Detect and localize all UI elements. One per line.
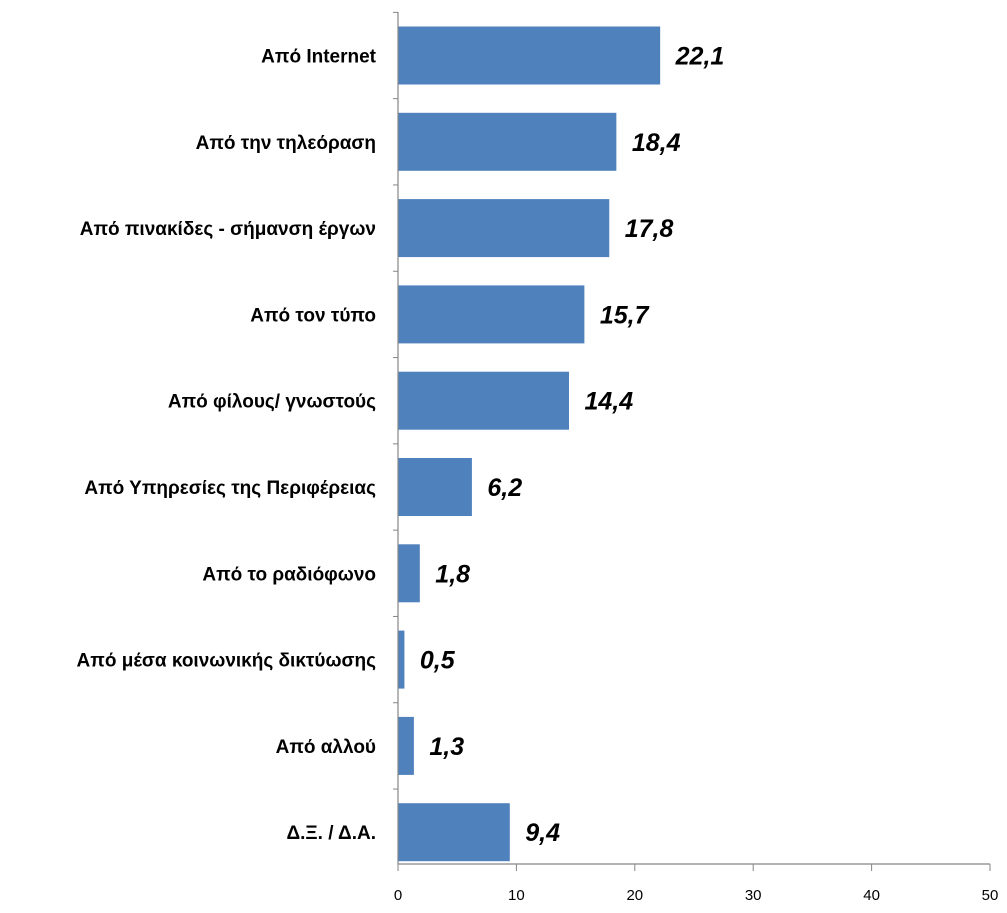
data-label: 14,4 xyxy=(584,388,633,416)
category-label: Από την τηλεόραση xyxy=(196,133,376,154)
bar xyxy=(398,458,472,516)
data-label: 1,8 xyxy=(435,560,470,588)
data-label: 18,4 xyxy=(632,129,681,157)
data-label: 22,1 xyxy=(675,43,725,71)
category-label: Από φίλους/ γνωστούς xyxy=(168,392,376,413)
category-label: Από τον τύπο xyxy=(250,305,376,326)
data-label: 15,7 xyxy=(600,301,650,329)
bar xyxy=(398,112,617,171)
bar xyxy=(398,716,414,775)
category-label: Από πινακίδες - σήμανση έργων xyxy=(80,219,376,240)
data-label: 9,4 xyxy=(525,819,560,847)
category-label: Από Internet xyxy=(261,47,376,68)
x-tick-label: 40 xyxy=(863,887,880,904)
bar xyxy=(398,26,661,85)
data-label: 0,5 xyxy=(420,647,456,675)
category-label: Από αλλού xyxy=(276,737,376,758)
category-label: Από το ραδιόφωνο xyxy=(202,564,376,585)
data-label: 1,3 xyxy=(429,733,464,761)
bars-group xyxy=(398,26,661,862)
bar xyxy=(398,371,569,430)
data-label: 6,2 xyxy=(487,474,522,502)
category-label: Από μέσα κοινωνικής δικτύωσης xyxy=(77,651,377,672)
axes-group: 0 10 20 30 40 50 xyxy=(393,11,999,904)
bar xyxy=(398,199,610,258)
x-tick-label: 30 xyxy=(745,887,762,904)
x-tick-label: 50 xyxy=(982,887,999,904)
data-label: 17,8 xyxy=(625,215,674,243)
bar xyxy=(398,803,510,862)
category-labels-group: Από Internet Από την τηλεόραση Από πινακίδ… xyxy=(77,47,377,845)
category-label: Δ.Ξ. / Δ.Α. xyxy=(286,823,376,844)
x-tick-label: 0 xyxy=(394,887,402,904)
x-tick-label: 10 xyxy=(508,887,525,904)
bar xyxy=(398,285,585,344)
bar xyxy=(398,544,420,603)
x-tick-label: 20 xyxy=(626,887,643,904)
value-labels-group: 22,1 18,4 17,8 15,7 14,4 6,2 1,8 0,5 1,3 9,4 xyxy=(420,43,724,848)
bar xyxy=(398,630,405,689)
category-label: Από Υπηρεσίες της Περιφέρειας xyxy=(84,478,376,499)
